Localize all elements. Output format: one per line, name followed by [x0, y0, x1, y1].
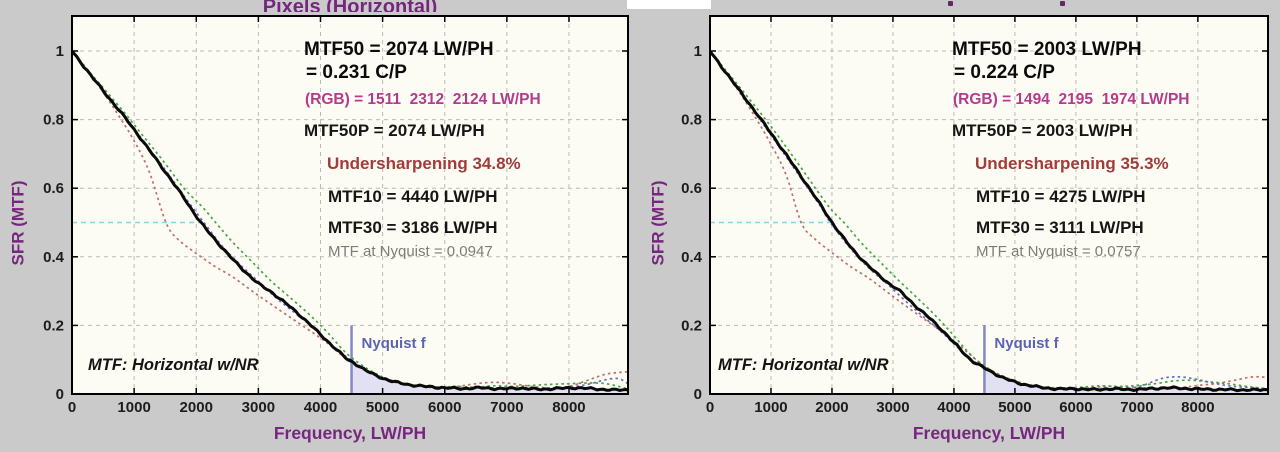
annotation-mtf50p: MTF50P = 2003 LW/PH — [952, 121, 1133, 140]
series-y-luminance — [710, 50, 1268, 393]
y-tick-label: 0.6 — [681, 180, 702, 197]
x-tick-label: 1000 — [117, 399, 150, 416]
annotation-mtf10: MTF10 = 4275 LW/PH — [976, 187, 1146, 206]
x-tick-label: 1000 — [754, 399, 787, 416]
chart-title-clipped: Pixels (Horizontal) — [72, 0, 628, 12]
y-tick-label: 0.8 — [43, 112, 64, 129]
chart-panel-left: Nyquist f 0 1000 2000 3000 4000 5000 6000 7000 80… — [8, 0, 629, 443]
annotation-mtf30: MTF30 = 3111 LW/PH — [976, 218, 1144, 237]
x-axis-title: Frequency, LW/PH — [912, 423, 1066, 443]
x-tick-label: 7000 — [1120, 399, 1153, 416]
y-tick-label: 0.6 — [43, 180, 64, 197]
y-axis-title: SFR (MTF) — [8, 180, 28, 266]
annotation-rgb: (RGB) = 1511 2312 2124 LW/PH — [305, 91, 541, 108]
series-y-luminance — [72, 50, 628, 392]
y-tick-label: 0.4 — [681, 249, 703, 266]
y-tick-label: 0.2 — [681, 317, 702, 334]
y-tick-label: 1 — [56, 43, 64, 60]
y-tick-label: 0 — [694, 386, 702, 403]
nyquist-label: Nyquist f — [994, 335, 1059, 352]
annotation-mtf30: MTF30 = 3186 LW/PH — [328, 218, 498, 237]
annotation-mtf50p: MTF50P = 2074 LW/PH — [304, 121, 485, 140]
plot-area-left: Nyquist f 0 1000 2000 3000 4000 5000 6000 7000 80… — [43, 15, 629, 416]
clipped-title-fragment — [948, 1, 953, 6]
region-label: MTF: Horizontal w/NR — [88, 356, 259, 374]
x-tick-label: 2000 — [815, 399, 848, 416]
x-tick-label: 0 — [68, 399, 76, 416]
screenshot-seam — [627, 0, 711, 9]
annotation-mtf10: MTF10 = 4440 LW/PH — [328, 187, 498, 206]
x-tick-label: 6000 — [1059, 399, 1092, 416]
y-tick-label: 0.2 — [43, 317, 64, 334]
annotation-mtf50: MTF50 = 2003 LW/PH — [952, 39, 1142, 60]
y-axis-title: SFR (MTF) — [648, 180, 668, 266]
plot-background — [72, 16, 628, 394]
chart-title-text: Pixels (Horizontal) — [262, 0, 438, 12]
series-g — [72, 50, 628, 390]
annotation-mtf50: MTF50 = 2074 LW/PH — [304, 39, 494, 60]
nyquist-label: Nyquist f — [362, 335, 427, 352]
y-tick-label: 0.4 — [43, 249, 65, 266]
clipped-title-fragment — [1060, 1, 1065, 6]
y-tick-label: 1 — [694, 43, 702, 60]
y-tick-label: 0 — [56, 386, 64, 403]
x-tick-label: 5000 — [366, 399, 399, 416]
x-tick-label: 5000 — [998, 399, 1031, 416]
x-tick-label: 4000 — [937, 399, 970, 416]
x-tick-label: 7000 — [490, 399, 523, 416]
annotation-undersharpening: Undersharpening 35.3% — [975, 154, 1169, 173]
x-tick-label: 3000 — [242, 399, 275, 416]
annotation-rgb: (RGB) = 1494 2195 1974 LW/PH — [953, 91, 1190, 108]
region-label: MTF: Horizontal w/NR — [718, 356, 889, 374]
plot-frame — [709, 15, 1269, 395]
annotation-mtf50-cp: = 0.224 C/P — [954, 62, 1055, 83]
plot-frame — [71, 15, 629, 395]
plot-background — [710, 16, 1268, 394]
x-tick-label: 0 — [706, 399, 714, 416]
annotation-mtf-at-nyquist: MTF at Nyquist = 0.0757 — [976, 243, 1141, 260]
chart-panel-right: Nyquist f 0 1000 2000 3000 4000 5000 6000 7000 80… — [640, 0, 1280, 452]
x-tick-label: 6000 — [428, 399, 461, 416]
x-axis-title: Frequency, LW/PH — [273, 423, 427, 443]
annotation-mtf-at-nyquist: MTF at Nyquist = 0.0947 — [328, 243, 493, 260]
x-tick-label: 3000 — [876, 399, 909, 416]
y-tick-label: 0.8 — [681, 112, 702, 129]
plot-area-right: Nyquist f 0 1000 2000 3000 4000 5000 6000 7000 80… — [681, 15, 1269, 416]
annotation-undersharpening: Undersharpening 34.8% — [327, 154, 521, 173]
x-tick-label: 8000 — [1181, 399, 1214, 416]
x-tick-label: 8000 — [552, 399, 585, 416]
x-tick-label: 2000 — [180, 399, 213, 416]
annotation-mtf50-cp: = 0.231 C/P — [306, 62, 407, 83]
x-tick-label: 4000 — [304, 399, 337, 416]
